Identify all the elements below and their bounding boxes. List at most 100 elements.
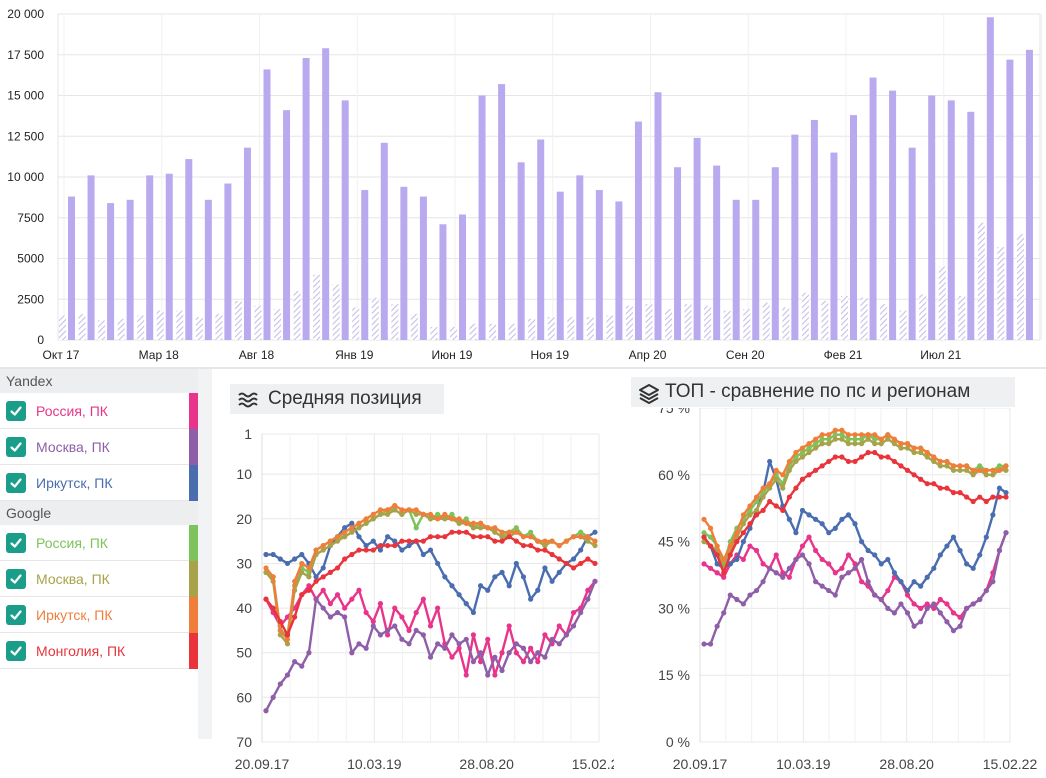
bar-secondary: [880, 304, 888, 340]
data-point: [485, 636, 491, 642]
checkbox-checked-icon[interactable]: [6, 641, 26, 661]
bar-main: [263, 69, 271, 341]
data-point: [349, 520, 355, 526]
data-point: [477, 583, 484, 589]
data-point: [813, 441, 819, 447]
data-point: [277, 627, 283, 634]
data-point: [904, 592, 911, 598]
data-point: [313, 547, 319, 553]
data-point: [306, 650, 312, 656]
checkbox-checked-icon[interactable]: [6, 605, 26, 625]
data-point: [931, 481, 937, 487]
data-point: [578, 609, 584, 616]
data-point: [470, 632, 477, 638]
legend-item[interactable]: Монголия, ПК: [0, 633, 198, 669]
data-point: [413, 538, 419, 544]
data-point: [299, 551, 305, 558]
data-point: [767, 498, 773, 505]
bar-secondary: [274, 309, 282, 340]
data-point: [760, 561, 766, 567]
data-point: [492, 654, 498, 660]
data-point: [878, 596, 884, 603]
data-point: [852, 441, 858, 447]
data-point: [449, 632, 455, 638]
bar-secondary: [919, 294, 927, 340]
data-point: [786, 494, 792, 500]
data-point: [513, 538, 519, 544]
legend-item[interactable]: Россия, ПК: [0, 393, 198, 429]
data-point: [845, 436, 852, 442]
data-point: [885, 556, 891, 563]
top-compare-title-bar: ТОП - сравнение по пс и регионам: [631, 377, 1015, 407]
legend-item[interactable]: Иркутск, ПК: [0, 597, 198, 633]
bar-main: [341, 100, 349, 340]
data-point: [845, 441, 852, 447]
data-point: [477, 520, 484, 526]
y-tick-label: 70: [236, 734, 252, 750]
data-point: [714, 623, 720, 629]
data-point: [983, 472, 989, 478]
data-point: [377, 507, 384, 513]
legend-item[interactable]: Москва, ПК: [0, 429, 198, 465]
bar-main: [928, 95, 936, 340]
data-point: [284, 632, 291, 638]
data-point: [727, 561, 733, 567]
data-point: [442, 516, 448, 522]
data-point: [263, 565, 269, 571]
data-point: [793, 556, 799, 563]
data-point: [937, 458, 943, 465]
checkbox-checked-icon[interactable]: [6, 437, 26, 457]
data-point: [342, 605, 348, 611]
data-point: [528, 542, 534, 549]
data-point: [299, 560, 305, 567]
data-point: [435, 641, 441, 647]
data-point: [858, 579, 865, 585]
data-point: [427, 547, 434, 553]
data-point: [513, 525, 519, 531]
bar-main: [537, 139, 545, 340]
data-point: [563, 538, 569, 544]
data-point: [320, 587, 326, 593]
legend-item[interactable]: Россия, ПК: [0, 525, 198, 561]
series-color-swatch: [189, 429, 198, 465]
data-point: [891, 436, 897, 442]
data-point: [806, 534, 812, 540]
data-point: [406, 538, 412, 544]
data-point: [578, 529, 584, 535]
data-point: [950, 534, 957, 540]
data-point: [799, 454, 806, 460]
data-point: [1003, 494, 1009, 500]
y-tick-label: 7500: [17, 211, 44, 225]
data-point: [865, 432, 871, 438]
y-tick-label: 20: [236, 511, 252, 527]
data-point: [277, 681, 283, 687]
bar-secondary: [371, 297, 379, 340]
data-point: [970, 565, 976, 571]
data-point: [456, 529, 462, 535]
data-point: [740, 512, 746, 518]
data-point: [767, 481, 773, 487]
data-point: [918, 619, 924, 625]
bar-main: [771, 167, 779, 340]
checkbox-checked-icon[interactable]: [6, 401, 26, 421]
data-point: [263, 596, 269, 602]
data-point: [292, 614, 298, 620]
bar-chart-canvas: 0 2500 5000 7500 10 000 12 500 15 000 17 500 20 …: [7, 7, 1042, 362]
y-tick-label: 15 000: [7, 89, 44, 103]
checkbox-checked-icon[interactable]: [6, 473, 26, 493]
checkbox-checked-icon[interactable]: [6, 533, 26, 553]
data-point: [865, 449, 871, 456]
checkbox-checked-icon[interactable]: [6, 569, 26, 589]
legend-item[interactable]: Иркутск, ПК: [0, 465, 198, 501]
x-tick-label: Сен 20: [726, 348, 765, 362]
bar-main: [126, 199, 134, 340]
data-point: [592, 560, 598, 567]
legend-item[interactable]: Москва, ПК: [0, 561, 198, 597]
data-point: [983, 498, 989, 505]
data-point: [819, 463, 825, 469]
legend-separator: [198, 369, 212, 739]
data-point: [356, 534, 362, 540]
data-point: [327, 614, 333, 620]
data-point: [377, 547, 384, 553]
legend-item-label: Монголия, ПК: [36, 643, 126, 659]
